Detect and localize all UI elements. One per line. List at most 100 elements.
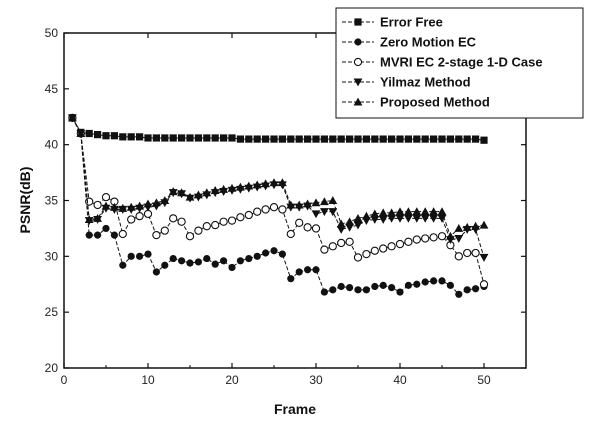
data-point: [228, 263, 236, 272]
data-point: [119, 261, 127, 269]
data-point: [236, 182, 245, 191]
data-point: [446, 135, 454, 143]
data-point: [85, 129, 93, 138]
data-point: [328, 242, 337, 251]
data-point: [354, 135, 362, 143]
data-point: [85, 231, 93, 239]
data-point: [471, 248, 480, 258]
data-point: [252, 180, 262, 189]
legend-box: [335, 7, 584, 119]
data-point: [337, 238, 346, 248]
data-point: [371, 135, 379, 143]
data-point: [429, 233, 438, 242]
data-point: [388, 135, 396, 143]
data-point: [404, 281, 412, 289]
data-point: [228, 134, 236, 142]
data-point: [244, 181, 254, 190]
data-point: [160, 226, 169, 235]
x-tick-label: 50: [477, 373, 491, 387]
x-tick-label: 40: [393, 373, 407, 387]
data-point: [438, 135, 446, 143]
data-point: [421, 234, 430, 243]
data-point: [211, 260, 219, 268]
data-point: [119, 133, 127, 141]
data-point: [245, 254, 253, 263]
data-point: [203, 254, 211, 263]
data-point: [354, 286, 362, 294]
data-point: [126, 202, 136, 211]
data-point: [387, 214, 396, 223]
data-point: [93, 213, 102, 222]
data-point: [379, 244, 388, 253]
data-point: [479, 220, 489, 229]
series-1: [68, 114, 488, 298]
data-point: [194, 190, 203, 199]
legend-label: Yilmaz Method: [380, 75, 471, 90]
data-point: [412, 235, 421, 244]
data-point: [236, 135, 244, 143]
data-point: [85, 197, 94, 206]
data-point: [370, 215, 380, 224]
data-point: [345, 223, 354, 232]
data-point: [152, 230, 161, 240]
data-point: [220, 134, 228, 142]
legend-label: Error Free: [380, 15, 443, 30]
x-axis-title: Frame: [274, 401, 316, 417]
data-point: [304, 135, 312, 143]
data-point: [320, 208, 329, 217]
data-point: [253, 135, 261, 143]
data-point: [303, 223, 312, 232]
data-point: [245, 135, 253, 143]
data-point: [160, 196, 170, 205]
legend: Error Free Zero Motion EC MVRI EC 2-stage …: [335, 7, 584, 119]
data-point: [420, 207, 430, 216]
data-point: [337, 282, 345, 291]
data-point: [186, 134, 194, 142]
data-point: [194, 134, 202, 142]
data-point: [304, 266, 312, 274]
data-point: [362, 135, 370, 143]
data-point: [429, 207, 438, 216]
data-point: [135, 211, 144, 221]
x-tick-label: 30: [309, 373, 323, 387]
series-4: [68, 113, 489, 240]
data-point: [202, 188, 212, 197]
data-point: [345, 217, 354, 226]
data-point: [346, 135, 354, 143]
data-point: [152, 198, 161, 207]
data-point: [101, 201, 111, 210]
y-axis-title: PSNR(dB): [17, 167, 33, 234]
data-point: [362, 249, 371, 259]
data-point: [303, 199, 312, 208]
data-point: [337, 135, 345, 143]
y-tick-label: 45: [45, 82, 59, 96]
data-point: [328, 208, 338, 217]
data-point: [312, 266, 320, 274]
data-point: [169, 214, 178, 223]
data-point: [455, 135, 463, 143]
data-point: [353, 213, 363, 222]
y-tick-label: 30: [45, 249, 59, 263]
data-point: [463, 286, 471, 294]
series-layer: [68, 113, 489, 298]
data-point: [320, 245, 329, 254]
data-point: [227, 183, 237, 192]
x-tick-label: 10: [141, 373, 155, 387]
data-point: [227, 216, 237, 225]
data-point: [194, 258, 202, 266]
data-point: [278, 205, 287, 214]
data-point: [278, 135, 286, 143]
data-point: [143, 199, 153, 208]
data-point: [262, 249, 270, 257]
data-point: [378, 208, 388, 217]
data-point: [311, 198, 321, 207]
data-point: [312, 135, 320, 143]
data-point: [185, 232, 195, 241]
data-point: [102, 132, 110, 140]
data-point: [253, 207, 262, 216]
data-point: [311, 210, 321, 219]
data-point: [84, 215, 94, 224]
data-point: [102, 224, 110, 233]
data-point: [329, 135, 337, 143]
data-point: [362, 211, 371, 220]
